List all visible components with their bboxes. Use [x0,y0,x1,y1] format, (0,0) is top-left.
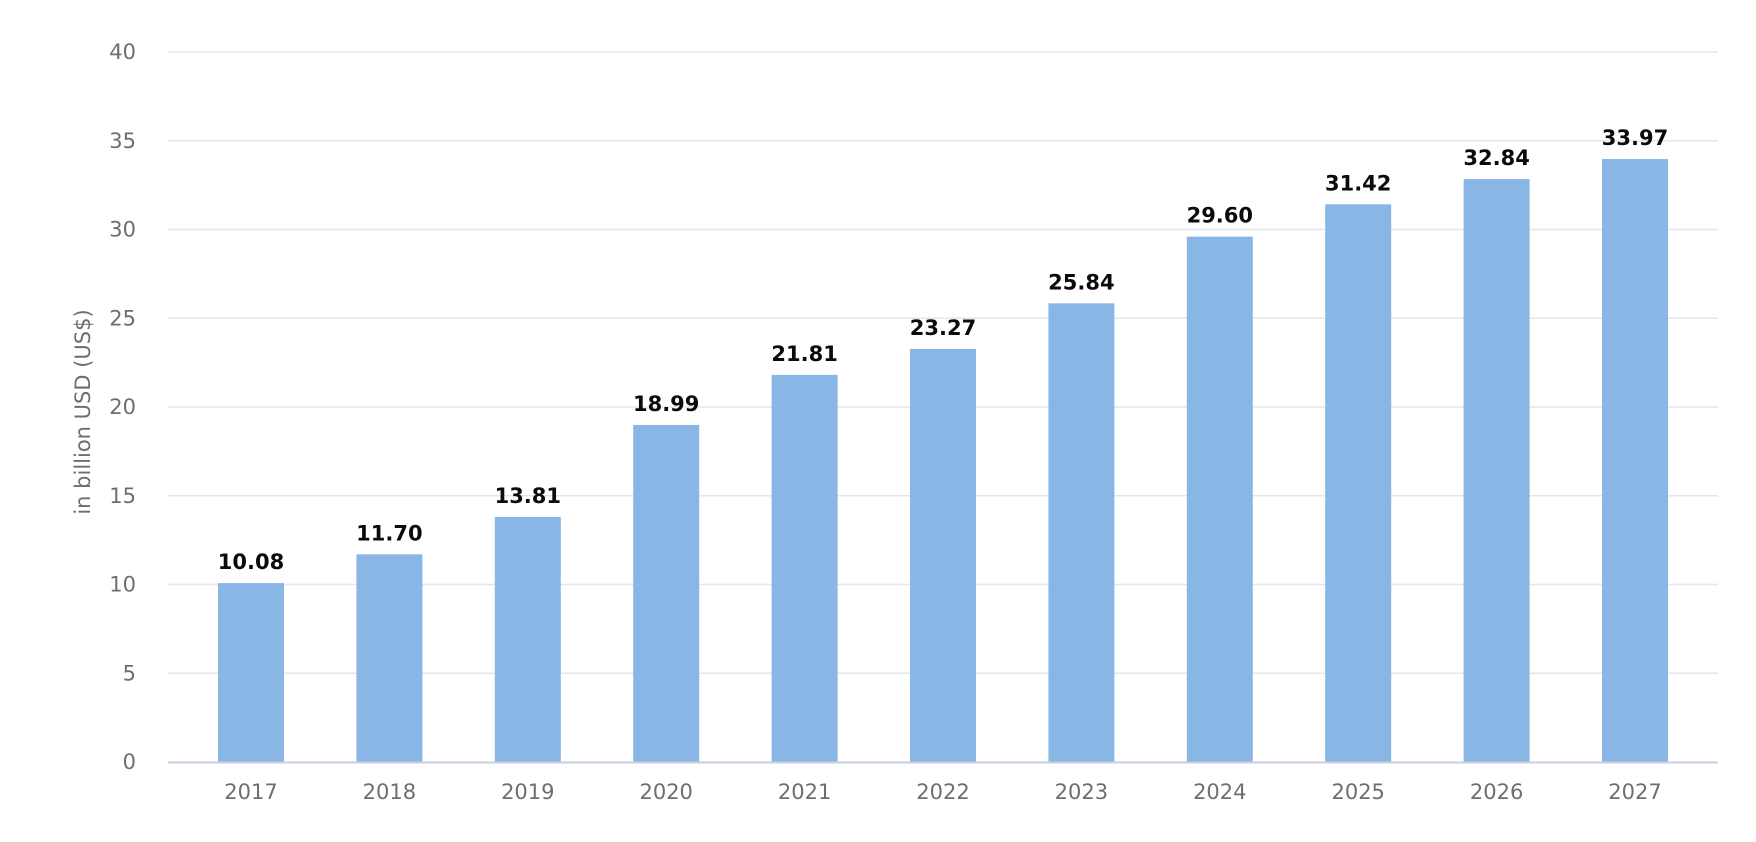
y-tick-label: 35 [109,129,136,153]
x-axis-ticks: 2017 2018 2019 2020 2021 2022 2023 2024 2025 2026… [224,780,1661,804]
bar [494,516,561,762]
x-tick-label: 2019 [501,780,554,804]
bar [1048,303,1115,762]
bar [1602,159,1668,763]
data-label: 25.84 [1048,270,1114,294]
y-tick-label: 0 [123,750,136,774]
x-tick-label: 2017 [224,780,277,804]
y-axis-title: in billion USD (US$) [71,309,95,514]
data-label: 32.84 [1463,146,1529,170]
data-label: 18.99 [633,392,699,416]
data-label: 21.81 [771,342,837,366]
x-tick-label: 2022 [916,780,969,804]
data-label: 33.97 [1602,126,1668,150]
x-tick-label: 2024 [1193,780,1246,804]
bars [218,159,1668,763]
bar [910,348,976,762]
bar [356,554,423,762]
x-tick-label: 2026 [1470,780,1523,804]
x-tick-label: 2018 [363,780,416,804]
y-tick-label: 40 [109,40,136,64]
y-tick-label: 10 [109,573,136,597]
data-label: 11.70 [356,521,422,545]
x-tick-label: 2020 [639,780,692,804]
x-tick-label: 2023 [1055,780,1108,804]
data-labels: 10.08 11.70 13.81 18.99 21.81 23.27 25.84 29.60… [218,126,1668,574]
y-tick-label: 30 [109,218,136,242]
bar [771,374,838,762]
data-label: 13.81 [495,484,561,508]
x-tick-label: 2025 [1331,780,1384,804]
y-tick-label: 20 [109,395,136,419]
bar [1325,204,1392,763]
x-tick-label: 2027 [1608,780,1661,804]
bar [1186,236,1253,763]
x-tick-label: 2021 [778,780,831,804]
data-label: 23.27 [910,316,976,340]
y-tick-label: 15 [109,484,136,508]
data-label: 31.42 [1325,171,1391,195]
y-tick-label: 5 [123,661,136,685]
data-label: 10.08 [218,550,284,574]
y-axis-ticks: 0 5 10 15 20 25 30 35 40 [109,40,136,774]
bar [1463,179,1530,763]
bar [633,424,700,762]
y-tick-label: 25 [109,306,136,330]
bar [218,583,284,762]
data-label: 29.60 [1187,204,1253,228]
